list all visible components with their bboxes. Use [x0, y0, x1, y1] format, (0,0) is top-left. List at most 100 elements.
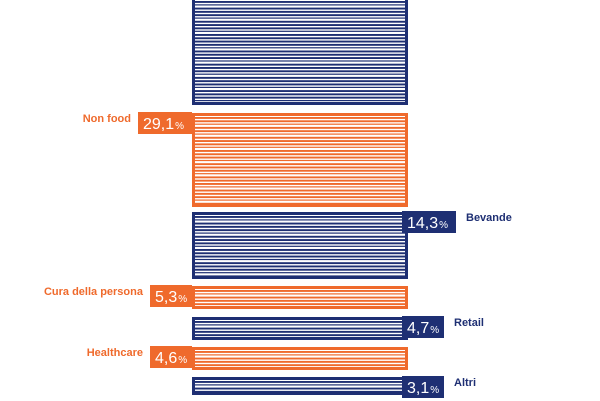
bar-stripe	[195, 173, 405, 175]
bar-stripe	[195, 30, 405, 32]
value-tag-healthcare	[150, 346, 192, 368]
bar-stripe	[195, 83, 405, 86]
bar-stripe	[195, 303, 405, 306]
bar-stripe	[195, 176, 405, 179]
bar-stripe	[195, 63, 405, 66]
value-tag-cura-della-persona	[150, 285, 192, 307]
bar-stripe	[195, 189, 405, 192]
bar-stripe	[195, 387, 405, 390]
bar-stripe	[195, 268, 405, 271]
bar-stripe	[195, 239, 405, 241]
bar-stripe	[195, 179, 405, 182]
bar-stripe	[195, 321, 405, 323]
bar-stripe	[195, 126, 405, 129]
bar-stripe	[195, 50, 405, 53]
bar-stripe	[195, 27, 405, 30]
bar-stripe	[195, 123, 405, 125]
bar-stripe	[195, 166, 405, 169]
bar-stripe	[195, 202, 405, 205]
bar-stripe	[195, 330, 405, 333]
bar-stripe	[195, 163, 405, 166]
bar-stripe	[195, 296, 405, 299]
bar-stripe	[195, 143, 405, 146]
bar-stripe	[195, 255, 405, 258]
bar-stripe	[195, 199, 405, 201]
value-tag-retail	[402, 316, 444, 338]
category-label-altri: Altri	[454, 377, 476, 389]
bar-stripe	[195, 67, 405, 69]
bar-stripe	[195, 34, 405, 36]
bar-stripe	[195, 73, 405, 75]
bar-stripe	[195, 14, 405, 17]
bar-stripe	[195, 232, 405, 234]
bar-stripe	[195, 225, 405, 228]
bar-stripe	[195, 93, 405, 96]
bar-stripe	[195, 242, 405, 245]
bar-stripe	[195, 100, 405, 102]
category-label-healthcare: Healthcare	[87, 347, 143, 359]
bar-stripe	[195, 258, 405, 261]
bar-stripe	[195, 70, 405, 73]
bar-stripe	[195, 390, 405, 393]
bar-stripe	[195, 133, 405, 135]
bar-stripe	[195, 117, 405, 119]
bar-stripe	[195, 196, 405, 199]
category-label-cura-della-persona: Cura della persona	[44, 286, 144, 298]
bar-stripe	[195, 17, 405, 19]
segment-healthcare: 4,6% Healthcare	[87, 346, 408, 370]
value-label-bevande: 14,3%	[407, 215, 448, 232]
bar-stripe	[195, 265, 405, 268]
bar-stripe	[195, 222, 405, 225]
segment-cura-della-persona: 5,3% Cura della persona	[44, 285, 408, 309]
bar-stripe	[195, 90, 405, 92]
bar-stripe	[195, 96, 405, 99]
category-label-retail: Retail	[454, 317, 484, 329]
value-tag-non-food	[138, 112, 192, 134]
bar-stripe	[195, 156, 405, 159]
bar-stripe	[195, 24, 405, 26]
bar-stripe	[195, 37, 405, 40]
bar-stripe	[195, 327, 405, 330]
bar-stripe	[195, 290, 405, 292]
bar-stripe	[195, 130, 405, 133]
bar-stripe	[195, 10, 405, 13]
value-label-cura-della-persona: 5,3%	[155, 289, 187, 306]
value-tag-altri	[402, 376, 444, 398]
bar-stripe	[195, 140, 405, 142]
bar-stripe	[195, 293, 405, 295]
bar-stripe	[195, 192, 405, 195]
bar-stripe	[195, 1, 405, 3]
bar-stripe	[195, 262, 405, 265]
bar-stripe	[195, 136, 405, 139]
bar-stripe	[195, 384, 405, 386]
bar-stripe	[195, 364, 405, 367]
bar-stripe	[195, 20, 405, 23]
bar-stripe	[195, 334, 405, 337]
bar-stripe	[195, 252, 405, 255]
bar-stripe	[195, 275, 405, 278]
bar-stripe	[195, 40, 405, 43]
bar-stripe	[195, 60, 405, 62]
segment-retail: 4,7% Retail	[192, 316, 484, 340]
segment-top	[192, 0, 408, 105]
bar-stripe	[195, 57, 405, 59]
bar-stripe	[195, 76, 405, 79]
bar-stripe	[195, 219, 405, 221]
bar-stripe	[195, 357, 405, 360]
bar-stripe	[195, 235, 405, 238]
category-label-non-food: Non food	[83, 113, 131, 125]
bar-stripe	[195, 150, 405, 152]
bar-stripe	[195, 80, 405, 83]
bar-stripe	[195, 216, 405, 218]
bar-stripe	[195, 159, 405, 162]
value-label-non-food: 29,1%	[143, 116, 184, 133]
bar-stripe	[195, 47, 405, 49]
bar-stripe	[195, 7, 405, 10]
value-tag-bevande	[402, 211, 456, 233]
value-label-healthcare: 4,6%	[155, 350, 187, 367]
bar-stripe	[195, 299, 405, 302]
segment-non-food: 29,1% Non food	[83, 112, 408, 207]
bar-stripe	[195, 272, 405, 274]
bar-stripe	[195, 229, 405, 232]
